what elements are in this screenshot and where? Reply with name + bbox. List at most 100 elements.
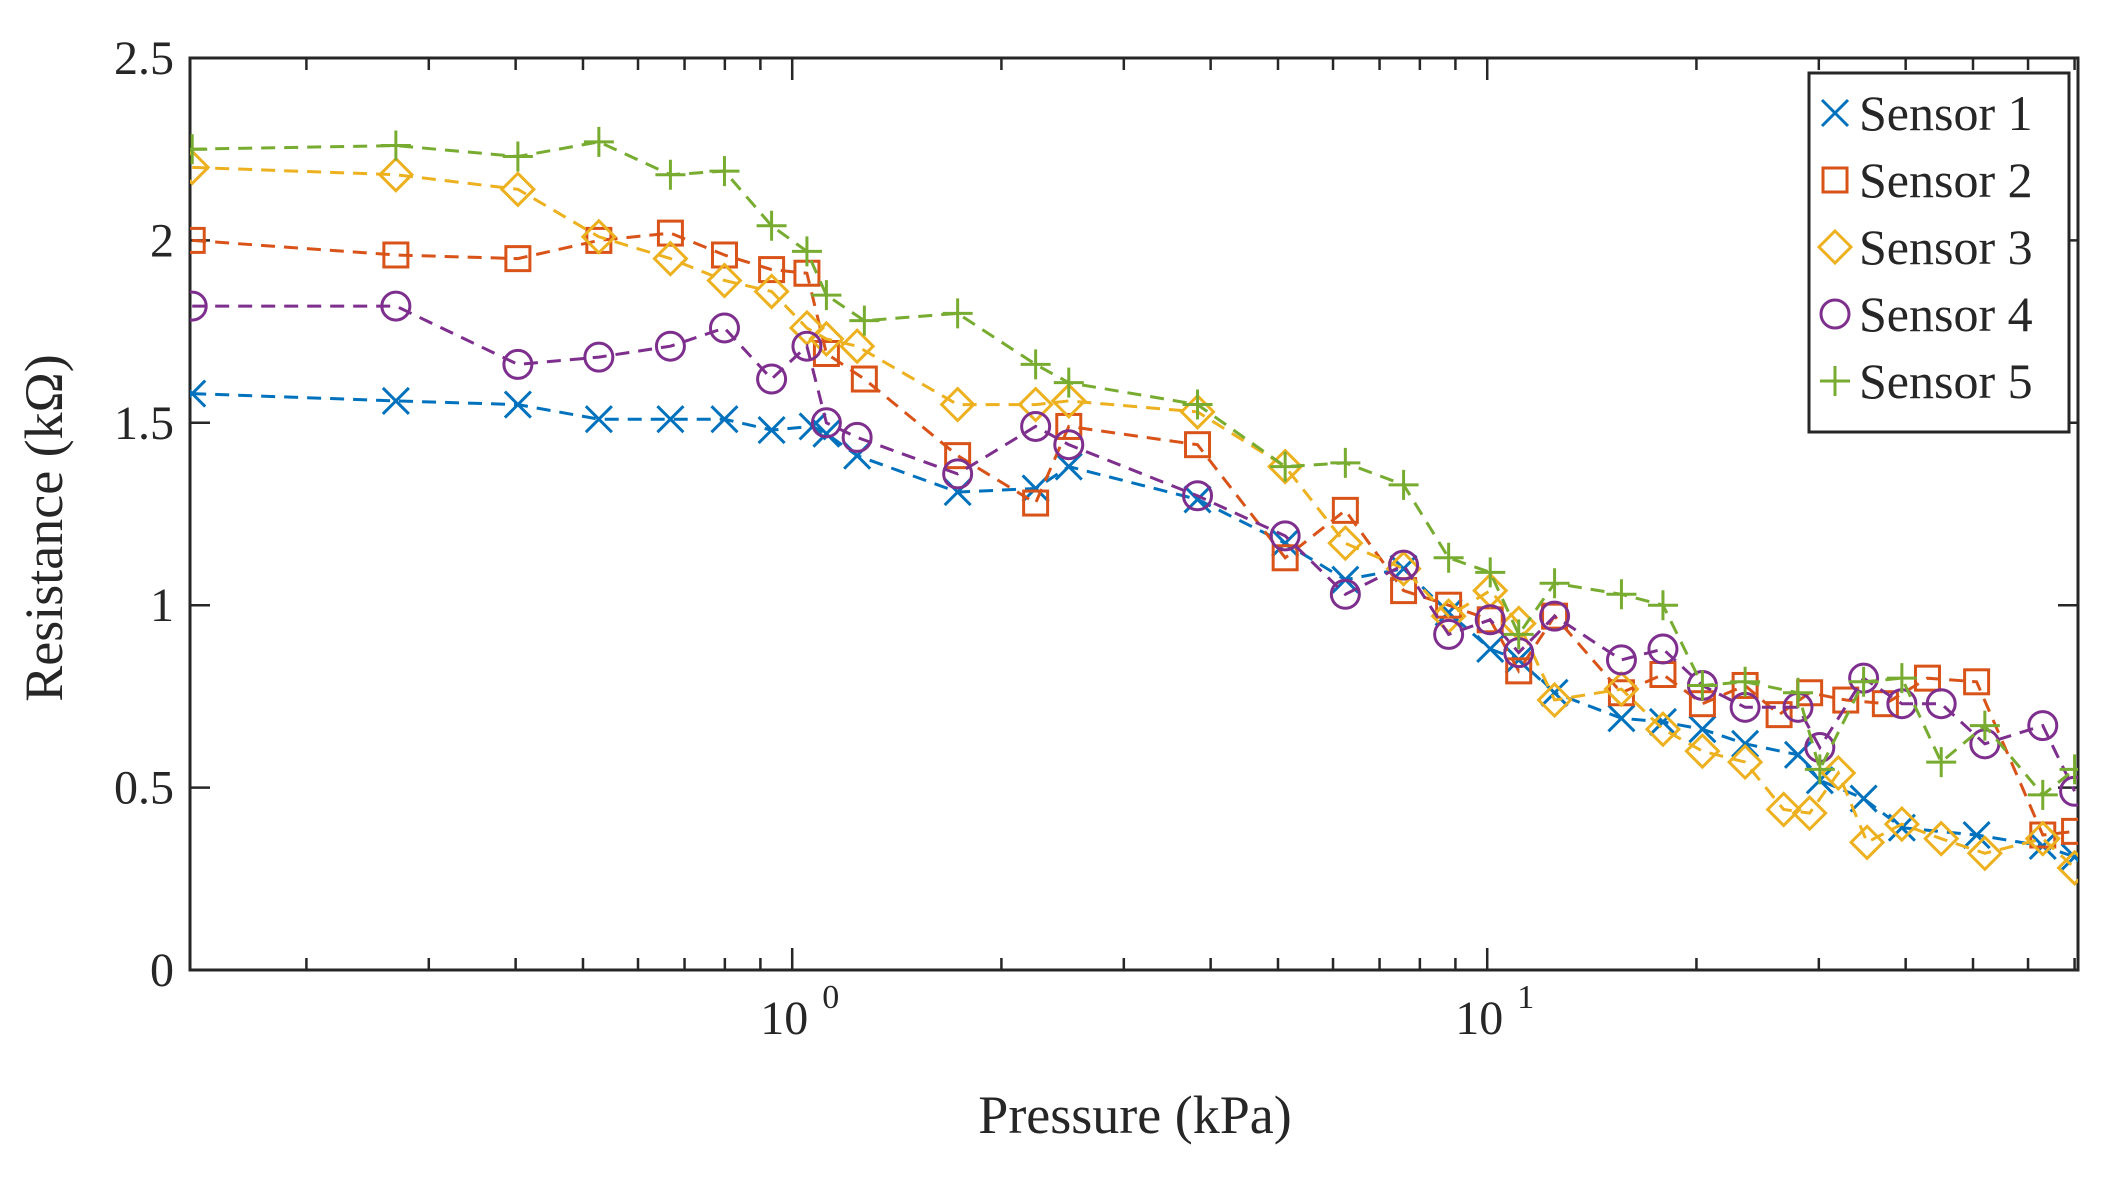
data-point <box>502 141 533 172</box>
data-point <box>791 236 822 267</box>
data-point <box>1476 634 1505 664</box>
data-point <box>1886 663 1917 694</box>
data-point <box>1539 600 1571 632</box>
x-tick-label-exponent: 1 <box>1517 979 1534 1016</box>
data-point <box>2061 817 2078 845</box>
data-point <box>1603 670 1640 708</box>
data-point <box>1022 489 1050 517</box>
data-point <box>190 149 211 186</box>
data-point <box>654 330 686 362</box>
data-point <box>1541 602 1569 630</box>
data-point <box>190 134 208 165</box>
data-point <box>190 290 208 322</box>
data-point <box>1848 824 1886 861</box>
data-point <box>1783 677 1813 708</box>
data-point <box>1804 754 1835 785</box>
data-point <box>1433 542 1464 573</box>
data-point <box>1647 590 1678 621</box>
data-point <box>1179 393 1216 430</box>
data-point <box>1887 813 1916 842</box>
data-point <box>1055 412 1083 440</box>
x-tick-label: 10 <box>760 992 808 1045</box>
data-point <box>1433 618 1465 650</box>
data-point <box>810 407 842 439</box>
data-point <box>2056 849 2078 886</box>
legend-label: Sensor 2 <box>1859 152 2033 208</box>
y-tick-label: 0 <box>150 944 174 997</box>
data-point <box>841 421 873 453</box>
series-5 <box>190 126 2078 810</box>
data-point <box>757 416 786 445</box>
legend: Sensor 1 Sensor 2 Sensor 3 Sensor 4 Sensor 5 <box>1807 71 2071 434</box>
legend-entry: Sensor 1 <box>1820 85 2033 141</box>
data-point <box>1730 666 1761 697</box>
data-point <box>656 405 685 434</box>
data-point <box>1849 784 1878 813</box>
data-point <box>1926 747 1957 778</box>
data-point <box>939 386 976 423</box>
series-line <box>192 392 2076 859</box>
data-point <box>655 159 686 190</box>
data-point <box>1503 619 1534 650</box>
data-point <box>756 210 787 241</box>
data-point <box>381 386 410 415</box>
data-point <box>380 290 412 322</box>
data-point <box>2059 754 2078 785</box>
data-point <box>1053 367 1084 398</box>
y-tick-label: 2 <box>150 214 174 267</box>
data-point <box>1270 451 1301 482</box>
data-point <box>942 458 974 490</box>
data-point <box>1269 520 1301 552</box>
data-point <box>1644 711 1682 748</box>
series-3 <box>190 149 2078 886</box>
legend-marker <box>1820 98 1850 128</box>
data-point <box>1648 707 1678 736</box>
data-point <box>1820 754 1857 792</box>
data-point <box>1053 429 1085 461</box>
data-point <box>2027 779 2058 810</box>
data-point <box>1969 710 2000 741</box>
data-point <box>1832 686 1860 714</box>
data-point <box>1963 668 1991 696</box>
data-point <box>1726 743 1764 781</box>
data-point <box>1791 795 1828 832</box>
data-point <box>706 262 743 299</box>
data-point <box>788 309 826 347</box>
data-point <box>656 219 684 247</box>
x-tick-label: 10 <box>1455 992 1503 1045</box>
data-point <box>708 312 740 344</box>
data-point <box>1329 578 1361 610</box>
data-point <box>499 171 537 208</box>
data-point <box>1475 557 1506 588</box>
data-point <box>1271 529 1300 558</box>
data-point <box>1962 820 1991 850</box>
legend-marker <box>1821 166 1849 194</box>
data-point <box>584 405 613 434</box>
plot-area-frame <box>188 56 2080 972</box>
data-point <box>1434 598 1463 627</box>
series-2 <box>190 219 2078 849</box>
data-point <box>839 328 876 365</box>
data-point <box>1536 681 1573 719</box>
data-point <box>503 390 532 419</box>
data-point <box>583 126 614 157</box>
data-point <box>710 405 739 434</box>
data-point <box>1765 701 1793 729</box>
data-point <box>2060 842 2078 871</box>
data-point <box>812 339 840 367</box>
data-point <box>1020 349 1051 380</box>
data-point <box>1267 448 1304 485</box>
data-point <box>2027 710 2059 742</box>
y-tick-label: 2.5 <box>114 32 174 85</box>
data-point <box>502 348 534 380</box>
data-point <box>709 156 740 187</box>
legend-entry: Sensor 2 <box>1821 152 2033 208</box>
data-point <box>1966 835 2003 872</box>
data-point <box>812 419 841 448</box>
data-point <box>1054 452 1083 481</box>
series-line <box>192 165 2076 870</box>
data-point <box>1327 525 1364 562</box>
data-point <box>580 218 617 255</box>
data-point <box>1505 657 1533 685</box>
